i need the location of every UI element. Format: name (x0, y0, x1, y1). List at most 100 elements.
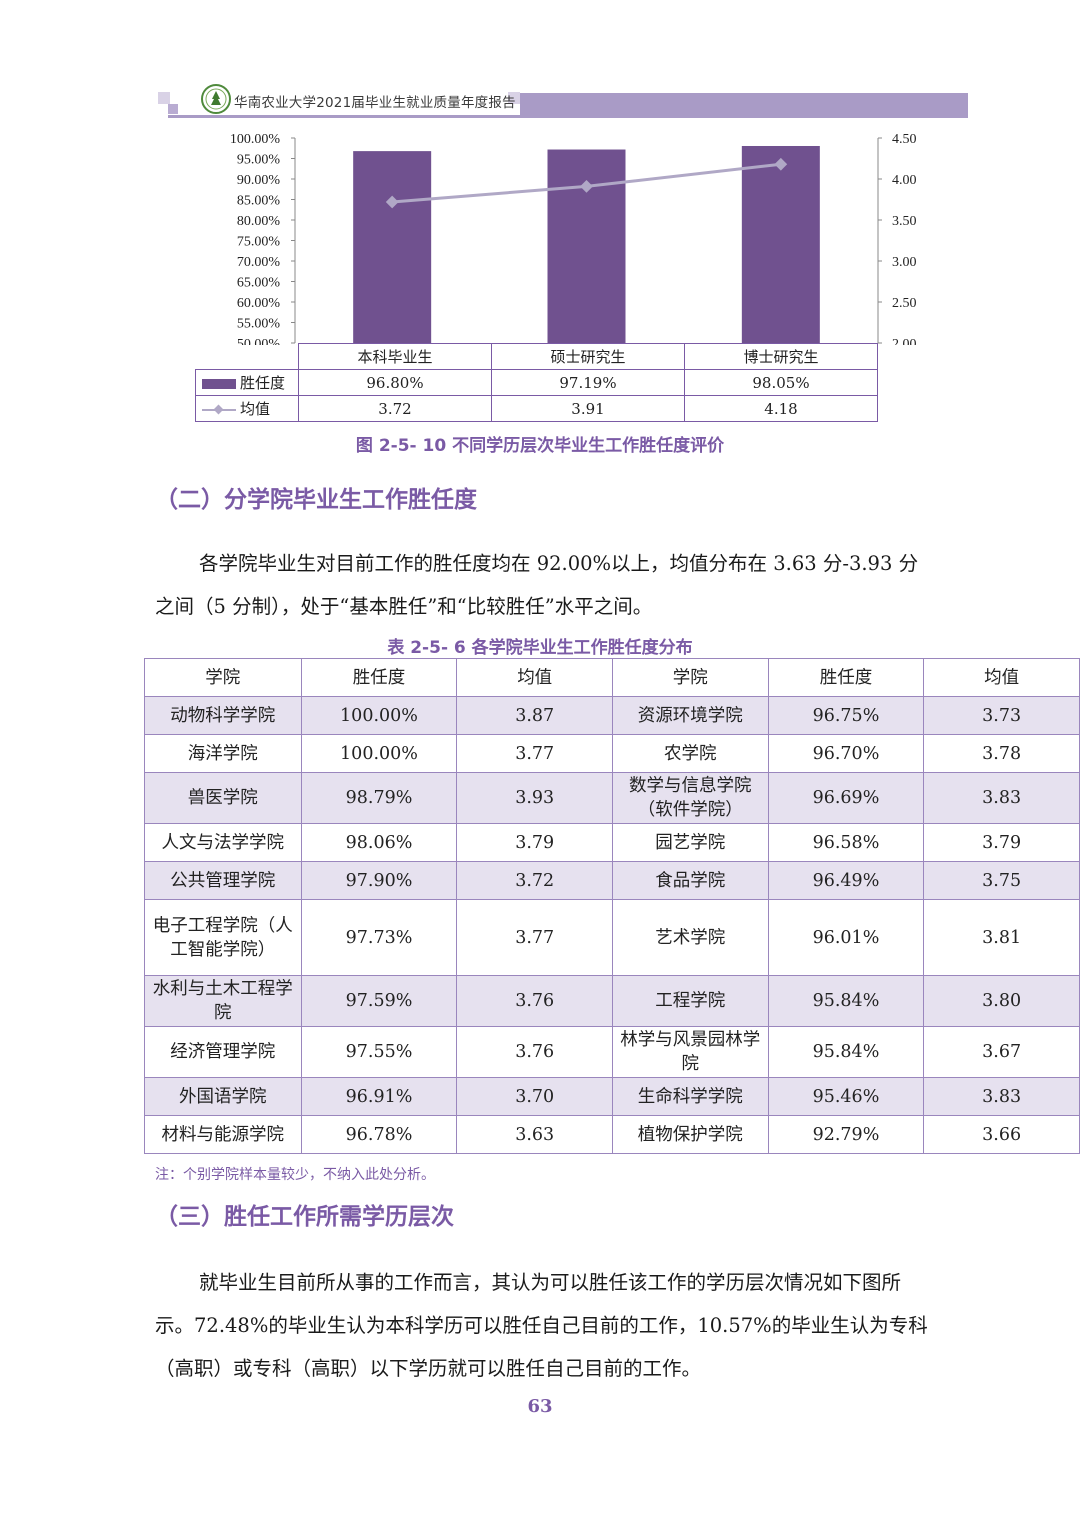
section-heading: （二）分学院毕业生工作胜任度 (155, 487, 477, 513)
column-header: 均值 (923, 658, 1080, 697)
data-label: 4.18 (684, 395, 878, 422)
column-header: 胜任度 (300, 658, 458, 697)
mean-score: 3.78 (923, 734, 1080, 773)
college-name: 农学院 (612, 734, 769, 773)
college-name: 林学与风景园林学院 (612, 1026, 769, 1078)
mean-score: 3.76 (456, 975, 613, 1027)
table-row: 动物科学学院 100.00% 3.87 资源环境学院 96.75% 3.73 (144, 696, 1080, 735)
left-tick-label: 50.00% (237, 337, 281, 345)
mean-score: 3.79 (923, 823, 1080, 862)
college-name: 兽医学院 (144, 772, 302, 824)
mean-score: 3.66 (923, 1115, 1080, 1154)
column-header: 胜任度 (767, 658, 925, 697)
mean-score: 3.76 (456, 1026, 613, 1078)
table-note: 注：个别学院样本量较少，不纳入此处分析。 (155, 1167, 435, 1183)
header-decoration (508, 92, 520, 104)
mean-score: 3.73 (923, 696, 1080, 735)
table-caption: 表 2-5- 6 各学院毕业生工作胜任度分布 (387, 638, 693, 658)
mean-score: 3.75 (923, 861, 1080, 900)
college-name: 水利与土木工程学院 (144, 975, 302, 1027)
mean-score: 3.70 (456, 1077, 613, 1116)
header-decoration (158, 92, 170, 104)
right-axis: 4.50 4.00 3.50 3.00 2.50 2.00 (877, 132, 917, 345)
chart-data-table: 本科毕业生 硕士研究生 博士研究生 胜任度 96.80% 97.19% 98.0… (195, 343, 878, 422)
mean-score: 3.72 (456, 861, 613, 900)
column-header: 学院 (612, 658, 769, 697)
line-legend-marker-icon (202, 405, 236, 415)
left-tick-label: 85.00% (237, 194, 281, 209)
college-name: 海洋学院 (144, 734, 302, 773)
competence-rate: 100.00% (300, 696, 458, 735)
left-tick-label: 70.00% (237, 255, 281, 270)
bars (353, 145, 820, 343)
right-tick-label: 4.50 (892, 132, 917, 147)
competence-rate: 98.06% (300, 823, 458, 862)
college-name: 外国语学院 (144, 1077, 302, 1116)
bar (741, 145, 820, 343)
competence-rate: 96.75% (767, 696, 925, 735)
competence-rate: 97.59% (300, 975, 458, 1027)
right-tick-label: 4.00 (892, 173, 917, 188)
legend-line: 均值 (195, 395, 299, 422)
right-tick-label: 3.00 (892, 255, 917, 270)
mean-score: 3.80 (923, 975, 1080, 1027)
table-row: 水利与土木工程学院 97.59% 3.76 工程学院 95.84% 3.80 (144, 975, 1080, 1027)
competence-rate: 96.58% (767, 823, 925, 862)
college-name: 园艺学院 (612, 823, 769, 862)
data-label: 98.05% (684, 369, 878, 396)
mean-score: 3.77 (456, 899, 613, 976)
chart-category-row: 本科毕业生 硕士研究生 博士研究生 (195, 343, 878, 370)
header-rule (168, 115, 968, 118)
mean-score: 3.81 (923, 899, 1080, 976)
category-label: 硕士研究生 (491, 343, 685, 370)
competence-rate: 97.90% (300, 861, 458, 900)
left-tick-label: 60.00% (237, 296, 281, 311)
paragraph-text: 就毕业生目前所从事的工作而言，其认为可以胜任该工作的学历层次情况如下图所示。72… (155, 1271, 928, 1380)
header-band (520, 93, 968, 118)
competence-rate: 96.91% (300, 1077, 458, 1116)
legend-label: 胜任度 (240, 374, 286, 392)
table-row: 外国语学院 96.91% 3.70 生命科学学院 95.46% 3.83 (144, 1077, 1080, 1116)
mean-score: 3.67 (923, 1026, 1080, 1078)
competence-rate: 96.70% (767, 734, 925, 773)
competence-rate: 97.73% (300, 899, 458, 976)
left-tick-label: 75.00% (237, 235, 281, 250)
column-header: 均值 (456, 658, 613, 697)
college-name: 工程学院 (612, 975, 769, 1027)
table-row: 公共管理学院 97.90% 3.72 食品学院 96.49% 3.75 (144, 861, 1080, 900)
bar (353, 151, 432, 343)
college-name: 资源环境学院 (612, 696, 769, 735)
data-label: 96.80% (298, 369, 492, 396)
competence-rate: 96.78% (300, 1115, 458, 1154)
competence-rate: 92.79% (767, 1115, 925, 1154)
section-heading: （三）胜任工作所需学历层次 (155, 1204, 454, 1230)
legend-label: 均值 (240, 400, 271, 418)
college-name: 艺术学院 (612, 899, 769, 976)
header-decoration (168, 104, 178, 114)
college-name: 食品学院 (612, 861, 769, 900)
mean-score: 3.83 (923, 772, 1080, 824)
left-tick-label: 55.00% (237, 317, 281, 332)
competence-rate: 98.79% (300, 772, 458, 824)
left-axis: 100.00% 95.00% 90.00% 85.00% 80.00% 75.00% 70.… (230, 132, 296, 345)
college-name: 材料与能源学院 (144, 1115, 302, 1154)
college-competence-table: 学院 胜任度 均值 学院 胜任度 均值 动物科学学院 100.00% 3.87 资源环… (144, 658, 1080, 1154)
college-name: 数学与信息学院（软件学院） (612, 772, 769, 824)
college-name: 动物科学学院 (144, 696, 302, 735)
figure-caption: 图 2-5- 10 不同学历层次毕业生工作胜任度评价 (355, 436, 725, 456)
data-label: 3.91 (491, 395, 685, 422)
right-tick-label: 2.50 (892, 296, 917, 311)
legend-bar: 胜任度 (195, 369, 299, 396)
table-row: 海洋学院 100.00% 3.77 农学院 96.70% 3.78 (144, 734, 1080, 773)
mean-score: 3.77 (456, 734, 613, 773)
college-name: 经济管理学院 (144, 1026, 302, 1078)
body-paragraph: 各学院毕业生对目前工作的胜任度均在 92.00%以上，均值分布在 3.63 分-… (155, 542, 930, 628)
bar (547, 149, 626, 343)
college-name: 人文与法学学院 (144, 823, 302, 862)
competence-rate: 95.84% (767, 1026, 925, 1078)
page-number: 63 (527, 1396, 553, 1417)
paragraph-text: 各学院毕业生对目前工作的胜任度均在 92.00%以上，均值分布在 3.63 分-… (155, 552, 919, 618)
table-row: 材料与能源学院 96.78% 3.63 植物保护学院 92.79% 3.66 (144, 1115, 1080, 1154)
left-tick-label: 100.00% (230, 132, 281, 147)
left-tick-label: 80.00% (237, 214, 281, 229)
